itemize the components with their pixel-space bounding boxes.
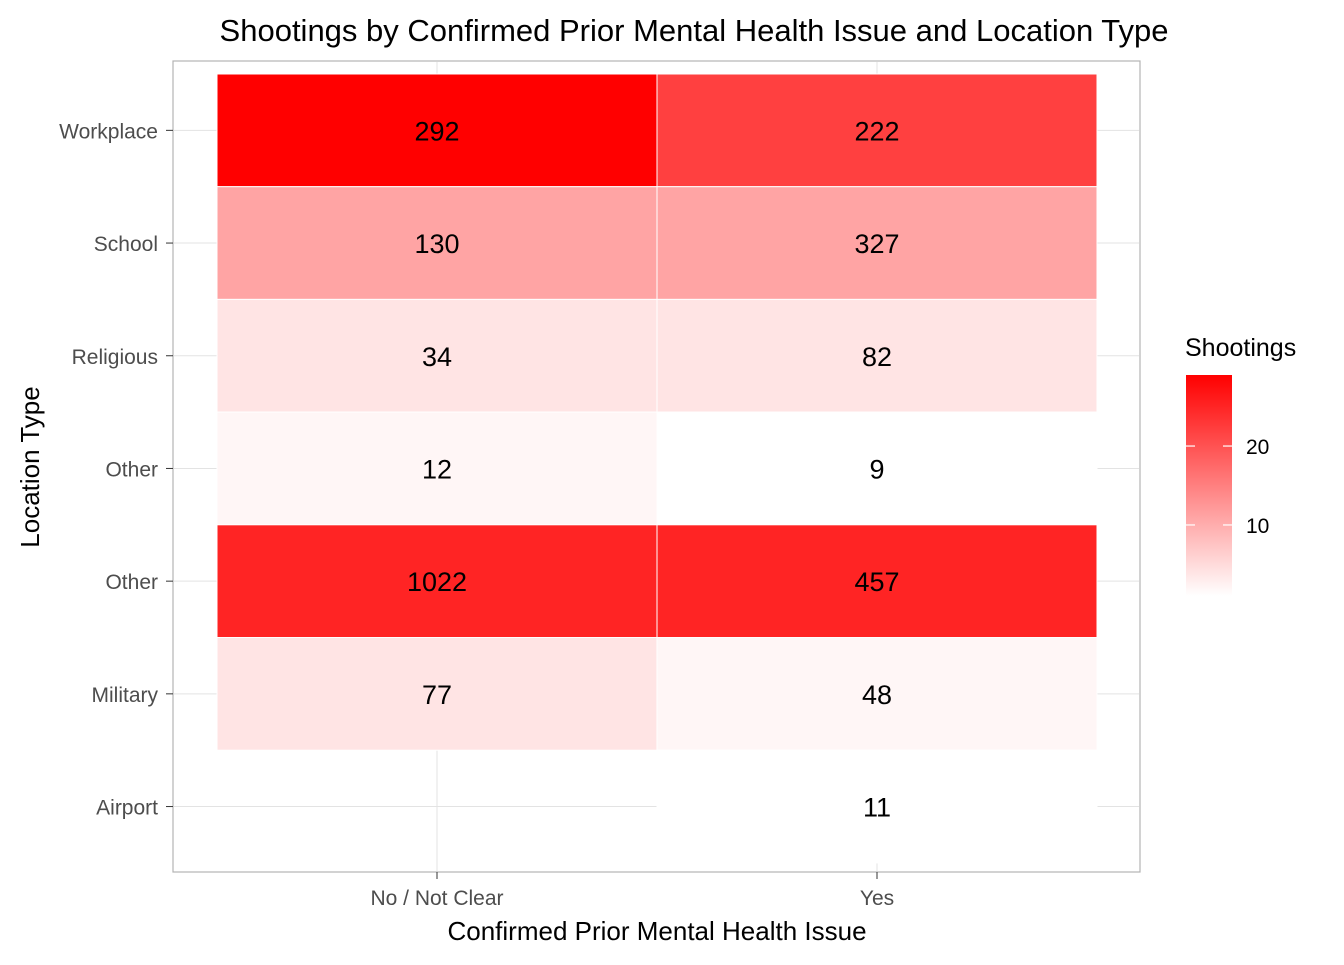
heatmap-cell xyxy=(656,411,1098,526)
heatmap-cell xyxy=(216,524,658,638)
heatmap-cell xyxy=(656,298,1098,413)
legend-tick-label: 20 xyxy=(1246,436,1269,459)
heatmap-cell xyxy=(656,749,1098,864)
cell-value-label: 292 xyxy=(414,116,459,146)
legend-colorbar xyxy=(1186,375,1232,596)
y-axis-title: Location Type xyxy=(15,386,45,547)
x-tick-label: Yes xyxy=(860,887,894,910)
cell-value-label: 34 xyxy=(422,342,452,372)
legend-tick-label: 10 xyxy=(1246,515,1269,538)
cell-value-label: 48 xyxy=(862,680,892,710)
cell-value-label: 12 xyxy=(422,454,452,484)
y-tick-label: Airport xyxy=(96,797,158,820)
heatmap-cell xyxy=(216,411,658,526)
legend-ticks: 10 20 xyxy=(1186,436,1269,538)
y-tick-label: School xyxy=(94,233,158,256)
chart-title: Shootings by Confirmed Prior Mental Heal… xyxy=(220,13,1169,48)
y-tick-label: Other xyxy=(105,571,158,594)
heatmap-cell xyxy=(216,73,658,188)
cell-labels: 292 222 130 327 34 82 12 9 1022 457 77 48 11 xyxy=(407,116,900,822)
cell-value-label: 82 xyxy=(862,342,892,372)
cell-value-label: 222 xyxy=(854,116,899,146)
cell-value-label: 9 xyxy=(869,454,884,484)
cell-value-label: 130 xyxy=(414,229,459,259)
cell-value-label: 77 xyxy=(422,680,452,710)
heatmap-cell xyxy=(216,298,658,413)
heatmap-cell xyxy=(656,637,1098,751)
y-axis-ticks: Workplace School Religious Other Other Milita… xyxy=(59,120,173,820)
y-tick-label: Military xyxy=(92,684,159,707)
cell-value-label: 457 xyxy=(854,567,899,597)
legend-title: Shootings xyxy=(1185,334,1296,362)
x-tick-label: No / Not Clear xyxy=(370,887,503,910)
y-tick-label: Workplace xyxy=(59,120,158,143)
legend: Shootings 10 20 xyxy=(1185,334,1296,596)
x-axis-title: Confirmed Prior Mental Health Issue xyxy=(447,916,866,946)
y-tick-label: Religious xyxy=(72,346,158,369)
x-axis-ticks: No / Not Clear Yes xyxy=(370,872,894,910)
heatmap-cells xyxy=(216,73,1098,864)
cell-value-label: 11 xyxy=(863,793,891,823)
cell-value-label: 1022 xyxy=(407,567,467,597)
heatmap-cell xyxy=(656,524,1098,638)
cell-value-label: 327 xyxy=(854,229,899,259)
y-tick-label: Other xyxy=(105,458,158,481)
